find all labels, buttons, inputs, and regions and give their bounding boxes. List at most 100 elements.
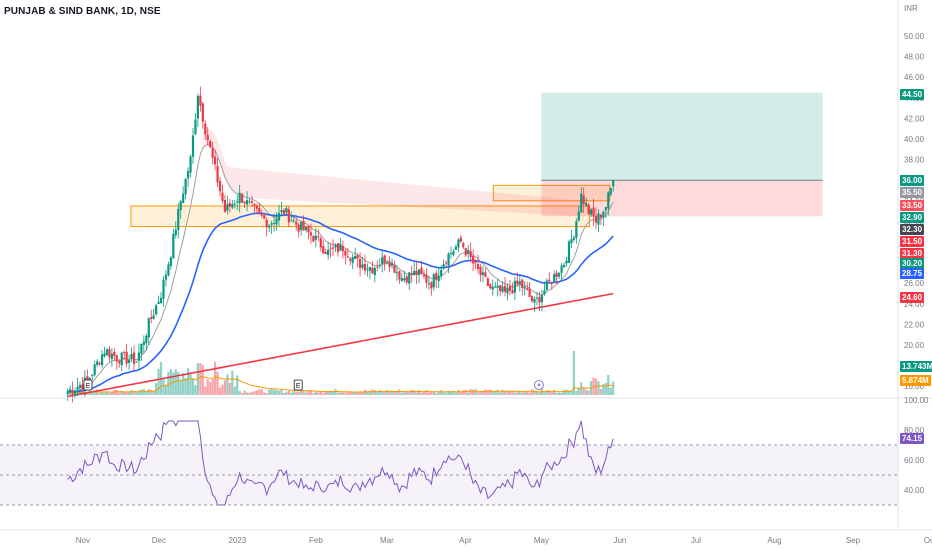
candle-body (400, 278, 403, 281)
candle-body (260, 213, 263, 216)
volume-bar (383, 391, 386, 395)
volume-bar (182, 373, 185, 395)
candle-body (194, 119, 197, 135)
volume-bar (582, 387, 585, 395)
volume-bar (341, 392, 344, 395)
volume-bar (125, 391, 128, 395)
price-label: 32.90 (900, 212, 925, 223)
candle-body (147, 318, 150, 338)
candle-body (567, 241, 571, 263)
candle-body (270, 223, 273, 225)
candle-body (415, 270, 418, 275)
candle-body (300, 222, 303, 230)
volume-bar (253, 391, 256, 395)
volume-bar (491, 391, 494, 395)
volume-bar (427, 392, 430, 395)
price-label: 36.00 (900, 175, 925, 186)
volume-bar (120, 390, 123, 395)
candle-body (562, 264, 566, 267)
volume-bar (413, 390, 416, 395)
volume-bar (555, 392, 558, 395)
volume-bar (609, 387, 612, 395)
candle-body (309, 232, 313, 236)
candle-body (164, 274, 168, 280)
candle-body (550, 282, 553, 285)
candle-body (73, 390, 77, 396)
volume-bar (499, 392, 502, 395)
candle-body (395, 272, 399, 274)
candle-body (71, 390, 74, 394)
candle-body (444, 262, 448, 264)
candle-body (184, 178, 187, 195)
candle-body (398, 271, 401, 280)
candle-body (285, 208, 288, 213)
volume-bar (243, 390, 246, 395)
volume-bar (371, 389, 374, 395)
price-tick-label: 38.00 (904, 156, 925, 165)
rsi-tick-label: 40.00 (904, 486, 925, 495)
price-tick-label: 50.00 (904, 32, 925, 41)
candle-body (513, 280, 517, 293)
candle-body (150, 317, 153, 319)
volume-bar (216, 371, 219, 395)
volume-bar (302, 390, 305, 395)
volume-bar (486, 390, 489, 395)
volume-bar (464, 389, 467, 395)
candle-body (553, 274, 556, 283)
candle-body (248, 201, 251, 203)
candle-body (339, 243, 342, 251)
candle-body (142, 341, 145, 345)
candle-body (236, 201, 239, 203)
candle-body (255, 205, 258, 209)
volume-bar (270, 389, 273, 395)
candle-body (123, 352, 126, 354)
volume-bar (312, 392, 315, 395)
candle-body (302, 220, 305, 231)
volume-bar (98, 392, 101, 395)
volume-bar (184, 378, 187, 395)
volume-bar (533, 390, 536, 395)
price-tick-label: 40.00 (904, 135, 925, 144)
candle-body (243, 201, 246, 204)
ribbon-band (202, 129, 582, 217)
candle-body (403, 278, 406, 281)
volume-bar (358, 391, 362, 395)
candle-body (314, 235, 317, 240)
candle-body (440, 269, 443, 277)
volume-bar (105, 391, 109, 395)
volume-bar (567, 390, 571, 395)
volume-bar (110, 392, 113, 395)
volume-bar (405, 391, 408, 395)
candle-body (612, 180, 615, 187)
volume-bar (297, 391, 300, 395)
volume-bar (189, 374, 192, 395)
candle-body (152, 315, 155, 319)
symbol-title[interactable]: PUNJAB & SIND BANK, 1D, NSE (4, 6, 161, 17)
volume-bar (587, 390, 590, 395)
volume-bar (248, 392, 251, 395)
volume-bar (132, 391, 136, 395)
candle-body (481, 272, 485, 275)
volume-bar (137, 390, 141, 395)
candle-body (484, 272, 487, 277)
candle-body (174, 229, 177, 236)
volume-bar (319, 391, 322, 395)
volume-bar (231, 370, 234, 395)
volume-bar (194, 385, 197, 395)
volume-bar (425, 389, 428, 395)
candle-body (435, 272, 438, 280)
candle-body (449, 253, 453, 255)
price-tick-label: 16.00 (904, 382, 925, 391)
volume-bar (285, 391, 288, 395)
volume-bar (459, 391, 462, 395)
candle-body (405, 276, 408, 283)
time-label: Dec (152, 536, 166, 545)
candle-body (486, 278, 489, 286)
volume-bar (206, 379, 209, 395)
volume-bar (214, 361, 217, 395)
candle-body (582, 195, 585, 205)
candle-body (491, 286, 494, 290)
candle-body (432, 274, 435, 288)
volume-bar (145, 391, 148, 395)
